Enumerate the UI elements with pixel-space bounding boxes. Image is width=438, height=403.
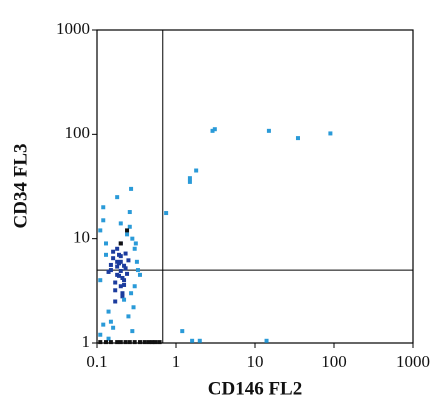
point	[101, 218, 106, 223]
x-axis-label: CD146 FL2	[208, 378, 302, 399]
point	[115, 246, 120, 251]
point	[104, 252, 109, 257]
point	[132, 246, 137, 251]
point	[122, 297, 127, 302]
point	[125, 232, 130, 237]
point	[127, 340, 132, 345]
point	[126, 258, 131, 263]
point	[153, 340, 158, 345]
point	[122, 263, 127, 268]
point	[111, 256, 116, 261]
point	[98, 340, 103, 345]
point	[113, 299, 118, 304]
x-tick-label: 1000	[396, 352, 430, 371]
point	[115, 195, 120, 200]
point	[190, 338, 195, 343]
point	[113, 288, 118, 293]
point	[118, 284, 123, 289]
point	[127, 224, 132, 229]
point	[101, 322, 106, 327]
point	[98, 332, 103, 337]
point	[118, 340, 123, 345]
point	[108, 268, 113, 273]
point	[115, 259, 120, 264]
point	[137, 340, 142, 345]
point	[104, 340, 109, 345]
point	[266, 128, 271, 133]
point	[180, 329, 185, 334]
point	[132, 340, 137, 345]
point	[142, 340, 147, 345]
point	[210, 128, 215, 133]
point	[146, 340, 151, 345]
point	[137, 272, 142, 277]
point	[108, 319, 113, 324]
point	[106, 269, 111, 274]
point	[111, 249, 116, 254]
point	[212, 127, 217, 132]
y-axis-label: CD34 FL3	[10, 144, 31, 229]
point	[157, 340, 162, 345]
point	[118, 254, 123, 259]
point	[132, 284, 137, 289]
point	[123, 266, 128, 271]
point	[104, 241, 109, 246]
point	[108, 262, 113, 267]
point	[118, 241, 123, 246]
point	[118, 221, 123, 226]
point	[134, 259, 139, 264]
point	[113, 280, 118, 285]
point	[130, 329, 135, 334]
y-tick-label: 100	[65, 123, 91, 142]
point	[122, 282, 127, 287]
point	[135, 268, 140, 273]
point	[122, 278, 127, 283]
point	[125, 271, 130, 276]
point	[120, 275, 125, 280]
point	[120, 294, 125, 299]
point	[264, 338, 269, 343]
point	[126, 314, 131, 319]
point	[194, 168, 199, 173]
x-tick-label: 0.1	[86, 352, 107, 371]
point	[98, 228, 103, 233]
point	[125, 228, 130, 233]
point	[120, 291, 125, 296]
point	[111, 325, 116, 330]
point	[98, 278, 103, 283]
point	[115, 340, 120, 345]
point	[295, 136, 300, 141]
point	[106, 309, 111, 314]
point	[117, 273, 122, 278]
point	[133, 241, 138, 246]
point	[123, 251, 128, 256]
plot-frame	[96, 29, 414, 344]
point	[118, 268, 123, 273]
point	[129, 291, 134, 296]
x-tick-label: 100	[321, 352, 347, 371]
point	[131, 305, 136, 310]
y-tick-label: 1000	[56, 19, 90, 38]
x-tick-label: 1	[172, 352, 181, 371]
point	[150, 340, 155, 345]
y-tick-label: 1	[82, 332, 91, 351]
point	[108, 340, 113, 345]
point	[123, 340, 128, 345]
point	[129, 186, 134, 191]
point	[130, 236, 135, 241]
point	[101, 205, 106, 210]
point	[197, 338, 202, 343]
x-tick-label: 10	[247, 352, 264, 371]
point	[328, 131, 333, 136]
y-tick-label: 10	[73, 228, 90, 247]
point	[187, 176, 192, 181]
point	[187, 179, 192, 184]
point	[115, 264, 120, 269]
point	[106, 336, 111, 341]
point	[164, 211, 169, 216]
point	[127, 210, 132, 215]
